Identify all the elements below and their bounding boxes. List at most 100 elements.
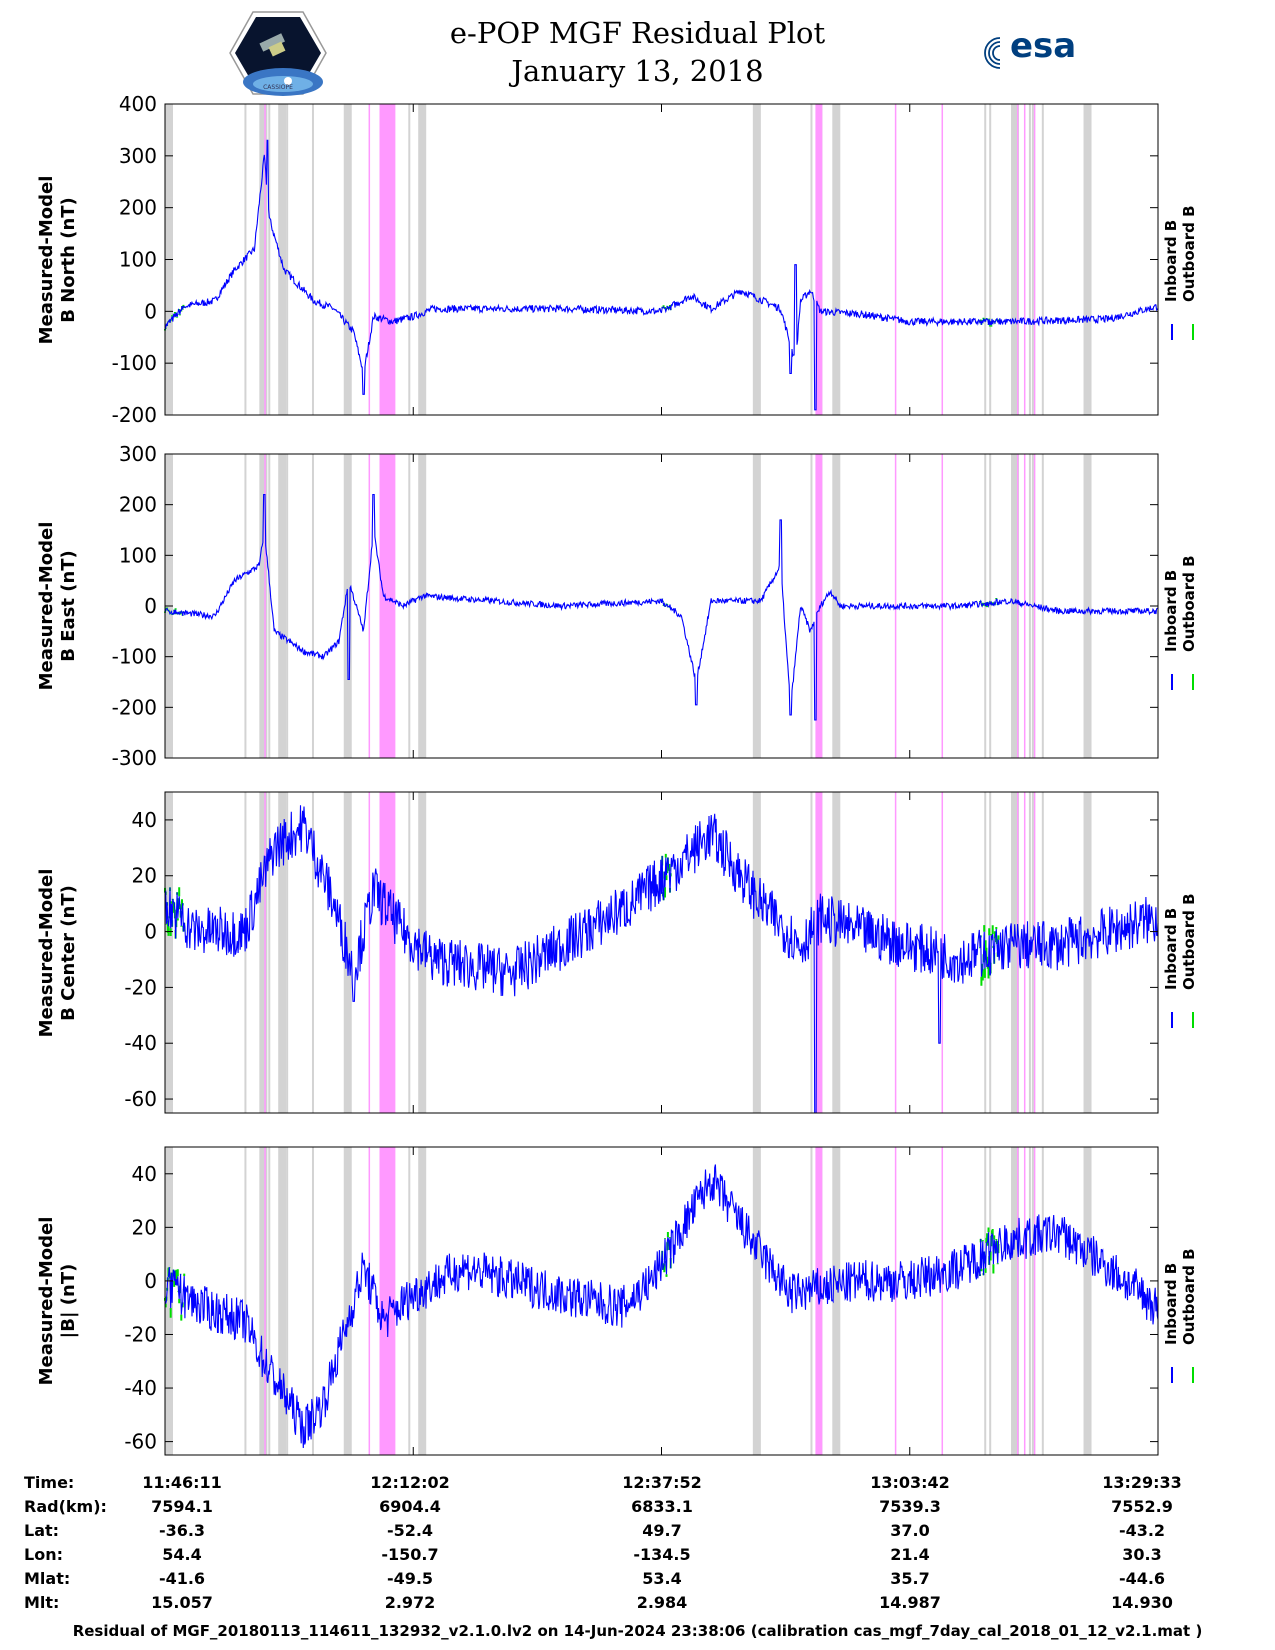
gray-band-thin xyxy=(1014,454,1017,758)
y-tick-label: -20 xyxy=(124,975,157,999)
y-axis-label-line1: Measured-Model xyxy=(36,868,57,1037)
y-axis-label: Measured-Model B North (nT) xyxy=(36,110,80,410)
gray-band-thin xyxy=(984,104,987,415)
gray-band xyxy=(278,792,287,1113)
inboard-series-line xyxy=(164,139,1159,411)
table-cell: -134.5 xyxy=(633,1545,691,1564)
gray-band-thin xyxy=(1028,104,1031,415)
legend: Inboard B Outboard B xyxy=(1162,870,1198,990)
table-cell: 13:03:42 xyxy=(870,1473,950,1492)
table-row-label: Rad(km): xyxy=(24,1497,107,1516)
y-tick-label: 20 xyxy=(132,864,157,888)
pink-band-thin xyxy=(1033,454,1036,758)
panel-b-east: -300 -200 -100 0 100 200 300 xyxy=(112,442,1194,770)
gray-band-thin xyxy=(984,1147,987,1455)
gray-band-thin xyxy=(989,1147,992,1455)
gray-band-thin xyxy=(408,792,411,1113)
cassiope-logo-text: CASSIOPE xyxy=(263,84,293,91)
pink-band-thin xyxy=(368,792,371,1113)
table-cell: 2.972 xyxy=(384,1593,436,1612)
pink-band xyxy=(379,454,396,758)
legend-outboard-label: Outboard B xyxy=(1180,1248,1198,1345)
y-tick-label: -100 xyxy=(112,645,157,669)
y-tick-label: 0 xyxy=(144,1269,157,1293)
y-axis-label-line2: B Center (nT) xyxy=(58,884,79,1021)
gray-band-thin xyxy=(268,792,271,1113)
cassiope-logo-icon xyxy=(229,11,327,96)
pink-band-thin xyxy=(1016,454,1019,758)
gray-band xyxy=(343,104,352,415)
gray-band-thin xyxy=(244,792,247,1113)
pink-band-thin xyxy=(264,104,266,415)
gray-band xyxy=(278,454,287,758)
pink-band-thin xyxy=(894,104,897,415)
gray-band-thin xyxy=(810,1147,813,1455)
y-axis-label-line1: Measured-Model xyxy=(36,521,57,691)
table-cell: -44.6 xyxy=(1118,1569,1166,1588)
table-row-label: Mlt: xyxy=(24,1593,60,1612)
gray-band xyxy=(165,792,173,1113)
gray-band-thin xyxy=(1014,104,1017,415)
pink-band-thin xyxy=(368,454,371,758)
table-cell: 6833.1 xyxy=(631,1497,693,1516)
table-cell: -49.5 xyxy=(386,1569,434,1588)
pink-band xyxy=(379,792,396,1113)
gray-band-thin xyxy=(311,104,314,415)
table-cell: 49.7 xyxy=(642,1521,682,1540)
legend-inboard-label: Inboard B xyxy=(1162,907,1180,990)
pink-band-thin xyxy=(1023,104,1026,415)
pink-band-thin xyxy=(1023,1147,1026,1455)
pink-band-thin xyxy=(264,1147,266,1455)
gray-band xyxy=(259,454,268,758)
gray-band-thin xyxy=(810,104,813,415)
y-tick-label: -100 xyxy=(112,351,157,375)
y-tick-label: 200 xyxy=(119,493,157,517)
gray-band-thin xyxy=(1028,454,1031,758)
legend-inboard-label: Inboard B xyxy=(1162,1262,1180,1345)
gray-band xyxy=(1083,454,1092,758)
gray-band xyxy=(1083,792,1092,1113)
legend-outboard-label: Outboard B xyxy=(1180,893,1198,990)
table-cell: -41.6 xyxy=(158,1569,206,1588)
table-cell: -36.3 xyxy=(158,1521,206,1540)
table-cell: 35.7 xyxy=(890,1569,930,1588)
gray-band-thin xyxy=(408,104,411,415)
gray-band xyxy=(1083,104,1092,415)
pink-band-thin xyxy=(264,454,266,758)
gray-band xyxy=(418,1147,427,1455)
gray-band-thin xyxy=(286,792,289,1113)
table-cell: -43.2 xyxy=(1118,1521,1166,1540)
gray-band-thin xyxy=(1031,1147,1034,1455)
y-tick-label: -60 xyxy=(124,1087,157,1111)
y-axis-label: Measured-Model |B| (nT) xyxy=(36,1151,80,1451)
pink-band-thin xyxy=(1016,1147,1019,1455)
gray-band-thin xyxy=(268,104,271,415)
y-axis-label-line2: B East (nT) xyxy=(58,550,79,662)
table-cell: 13:29:33 xyxy=(1102,1473,1182,1492)
gray-band-thin xyxy=(1041,454,1044,758)
legend-inboard-label: Inboard B xyxy=(1162,569,1180,652)
gray-band xyxy=(832,1147,841,1455)
gray-band-thin xyxy=(1041,104,1044,415)
gray-band-thin xyxy=(989,454,992,758)
panel-b-magnitude: -60 -40 -20 0 20 40 xyxy=(124,1146,1194,1456)
gray-band xyxy=(752,104,761,415)
pink-band-thin xyxy=(1033,1147,1036,1455)
table-cell: 2.984 xyxy=(636,1593,688,1612)
gray-band-thin xyxy=(268,454,271,758)
gray-band-thin xyxy=(1041,792,1044,1113)
gray-band xyxy=(752,792,761,1113)
y-tick-label: 40 xyxy=(132,1162,157,1186)
pink-band-thin xyxy=(1023,454,1026,758)
pink-band xyxy=(379,104,396,415)
table-cell: -52.4 xyxy=(386,1521,434,1540)
y-axis-label-line2: |B| (nT) xyxy=(58,1263,79,1339)
table-cell: 12:12:02 xyxy=(370,1473,450,1492)
inboard-series-line xyxy=(164,1164,1159,1449)
y-axis-label-line1: Measured-Model xyxy=(36,1216,57,1386)
y-tick-label: 40 xyxy=(132,808,157,832)
y-tick-label: -40 xyxy=(124,1031,157,1055)
y-tick-label: -300 xyxy=(112,746,157,770)
panel-b-north: -200 -100 0 100 200 300 400 xyxy=(112,92,1194,427)
gray-band xyxy=(832,104,841,415)
